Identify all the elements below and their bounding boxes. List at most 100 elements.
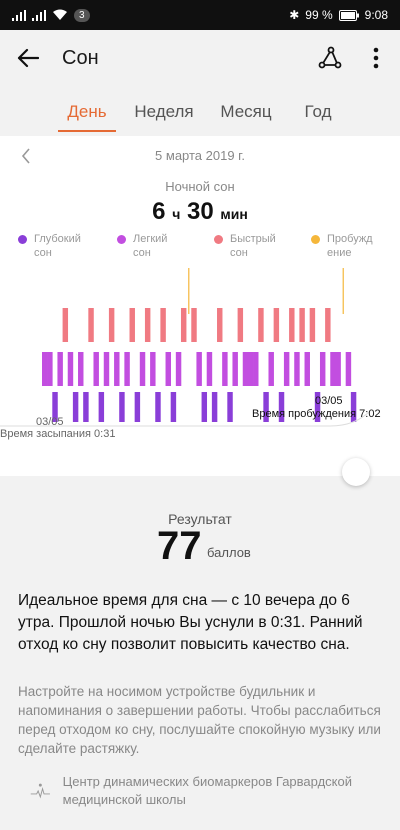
- clock: 9:08: [364, 8, 388, 22]
- sleep-segment-deep: [278, 392, 285, 422]
- sleep-summary-card: 5 марта 2019 г. Ночной сон 6 ч 30 мин Гл…: [0, 136, 400, 476]
- sleep-segment-deep: [83, 392, 89, 422]
- sleep-segment-rem: [258, 308, 264, 342]
- sleep-segment-deep: [72, 392, 79, 422]
- chart-scrubber-handle[interactable]: [342, 458, 370, 486]
- chart-end-date: 03/05: [315, 395, 343, 407]
- arrow-left-icon: [17, 48, 39, 68]
- sleep-segment-light: [330, 352, 336, 386]
- app-bar: Сон: [0, 30, 400, 86]
- previous-day-button[interactable]: [14, 144, 38, 168]
- wake-time-label: Время пробуждения 7:02: [252, 408, 381, 420]
- sleep-segment-rem: [273, 308, 280, 342]
- sleep-segment-deep: [170, 392, 177, 422]
- sleep-segment-light: [78, 352, 84, 386]
- sleep-segment-rem: [309, 308, 316, 342]
- sleep-segment-light: [304, 352, 310, 386]
- sleep-segment-deep: [201, 392, 208, 422]
- sleep-segment-deep: [263, 392, 269, 422]
- source-attribution: Центр динамических биомаркеров Гарвардск…: [30, 773, 370, 809]
- sleep-score-unit: баллов: [207, 545, 251, 560]
- sleep-score: 77: [157, 524, 202, 568]
- share-button[interactable]: [312, 40, 348, 76]
- sleep-segment-rem: [144, 308, 151, 342]
- sleep-segment-deep: [119, 392, 125, 422]
- legend-light-dot: [117, 235, 126, 244]
- sleep-segment-light: [242, 352, 249, 386]
- sleep-segment-light: [150, 352, 156, 386]
- sleep-segment-deep: [227, 392, 233, 422]
- more-vertical-icon: [373, 47, 379, 69]
- legend-light-label: Легкий сон: [133, 233, 168, 259]
- notification-count: 3: [74, 8, 90, 22]
- sleep-segment-light: [93, 352, 99, 386]
- sleep-segment-light: [253, 352, 259, 386]
- chart-start-date: 03/05: [36, 416, 64, 428]
- sleep-segment-rem: [108, 308, 115, 342]
- sleep-segment-light: [283, 352, 290, 386]
- legend-rem-dot: [214, 235, 223, 244]
- legend-awake: Пробуждение: [311, 232, 377, 260]
- duration-minutes: 30: [187, 198, 214, 225]
- chart-baseline: [0, 410, 371, 427]
- sleep-segment-deep: [98, 392, 105, 422]
- sleep-segment-light: [175, 352, 182, 386]
- sleep-segment-rem: [191, 308, 197, 342]
- sleep-segment-wake: [342, 268, 344, 314]
- duration-hours: 6: [152, 198, 166, 225]
- legend-rem-label: Быстрый сон: [230, 233, 276, 259]
- sleep-segment-rem: [217, 308, 223, 342]
- sleep-segment-light: [57, 352, 63, 386]
- sleep-stage-chart: [0, 268, 371, 427]
- sleep-segment-light: [196, 352, 202, 386]
- sleep-segment-rem: [325, 308, 331, 342]
- sleep-segment-light: [47, 352, 53, 386]
- date-label: 5 марта 2019 г.: [155, 148, 245, 163]
- sleep-segment-light: [247, 352, 254, 386]
- sleep-segment-deep: [314, 392, 321, 422]
- sleep-segment-light: [67, 352, 74, 386]
- battery-text: 99 %: [305, 8, 333, 22]
- signal-icon: [12, 9, 26, 21]
- tab-month[interactable]: Месяц: [220, 102, 272, 121]
- sleep-segment-rem: [180, 308, 187, 342]
- sleep-segment-light: [103, 352, 110, 386]
- sleep-segment-light: [345, 352, 352, 386]
- tab-week[interactable]: Неделя: [134, 102, 194, 121]
- sleep-segment-light: [206, 352, 213, 386]
- sleep-segment-rem: [237, 308, 244, 342]
- result-label: Результат: [168, 511, 232, 527]
- duration-minutes-unit: мин: [220, 206, 248, 222]
- tab-day[interactable]: День: [58, 92, 116, 132]
- share-icon: [318, 46, 342, 69]
- more-options-button[interactable]: [360, 40, 392, 76]
- signal-icon-2: [32, 9, 46, 21]
- sleep-segment-rem: [88, 308, 94, 342]
- sleep-segment-light: [268, 352, 274, 386]
- sleep-segment-deep: [211, 392, 218, 422]
- sleep-segment-light: [139, 352, 146, 386]
- asleep-time-label: Время засыпания 0:31: [0, 428, 116, 440]
- back-button[interactable]: [0, 30, 56, 86]
- sleep-segment-deep: [134, 392, 141, 422]
- sleep-segment-rem: [299, 308, 305, 342]
- tip-text: Настройте на носимом устройстве будильни…: [18, 684, 381, 756]
- sleep-type-label: Ночной сон: [165, 179, 235, 194]
- source-text: Центр динамических биомаркеров Гарвардск…: [62, 774, 352, 807]
- legend-awake-label: Пробуждение: [327, 233, 373, 259]
- heartbeat-person-icon: [30, 783, 50, 799]
- sleep-segment-deep: [155, 392, 161, 422]
- chart-scrubber: [0, 458, 400, 486]
- sleep-segment-light: [232, 352, 238, 386]
- legend-rem: Быстрый сон: [214, 232, 280, 260]
- status-bar: 3 ✱ 99 % 9:08: [0, 0, 400, 30]
- sleep-segment-rem: [62, 308, 69, 342]
- tab-year[interactable]: Год: [304, 102, 332, 121]
- sleep-segment-deep: [52, 392, 58, 422]
- sleep-segment-wake: [188, 268, 190, 314]
- wifi-icon: [53, 9, 67, 20]
- sleep-segment-light: [294, 352, 300, 386]
- legend-light: Легкий сон: [117, 232, 183, 260]
- page-title: Сон: [62, 46, 99, 69]
- legend-deep: Глубокий сон: [18, 232, 84, 260]
